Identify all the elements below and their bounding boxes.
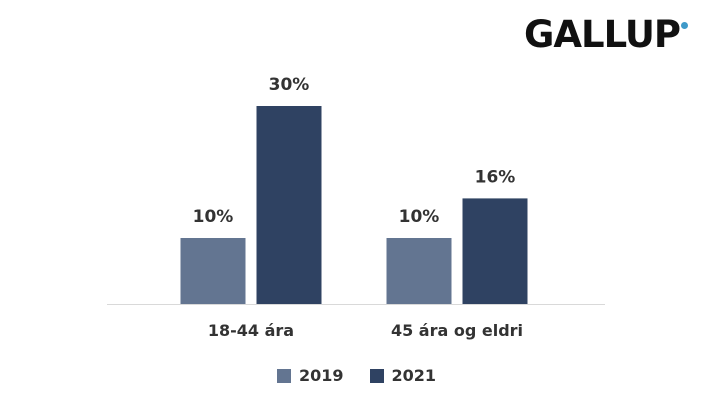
category-labels-group: 18-44 ára 45 ára og eldri — [208, 321, 523, 340]
bar-2021-2 — [462, 198, 528, 304]
legend-item-2021: 2021 — [369, 366, 437, 385]
value-label-2021-2: 16% — [475, 167, 516, 187]
value-labels-group: 10% 30% 10% 16% — [193, 75, 516, 227]
legend-swatch-2019 — [276, 368, 291, 383]
legend-label-2021: 2021 — [391, 366, 437, 385]
bar-2021-1 — [256, 106, 322, 304]
value-label-2019-2: 10% — [399, 207, 440, 227]
legend-label-2019: 2019 — [298, 366, 344, 385]
value-label-2019-1: 10% — [193, 207, 234, 227]
bar-2019-1 — [180, 238, 246, 304]
legend: 2019 2021 — [0, 366, 713, 385]
value-label-2021-1: 30% — [269, 75, 310, 95]
legend-item-2019: 2019 — [276, 366, 344, 385]
category-label-1: 18-44 ára — [208, 321, 294, 340]
category-label-2: 45 ára og eldri — [391, 321, 523, 340]
logo-dot — [681, 22, 688, 29]
bar-2019-2 — [386, 238, 452, 304]
bars-group — [180, 106, 528, 304]
gallup-logo: GALLUP — [524, 13, 681, 56]
legend-swatch-2021 — [369, 368, 384, 383]
